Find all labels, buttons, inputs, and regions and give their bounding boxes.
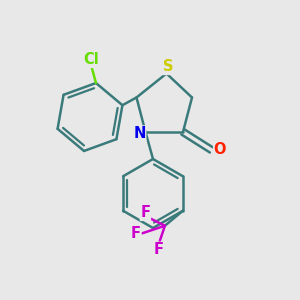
Text: F: F	[154, 242, 164, 257]
Text: F: F	[140, 206, 150, 220]
Text: Cl: Cl	[84, 52, 99, 68]
Text: O: O	[214, 142, 226, 157]
Text: N: N	[133, 126, 146, 141]
Text: F: F	[131, 226, 141, 241]
Text: S: S	[163, 59, 173, 74]
